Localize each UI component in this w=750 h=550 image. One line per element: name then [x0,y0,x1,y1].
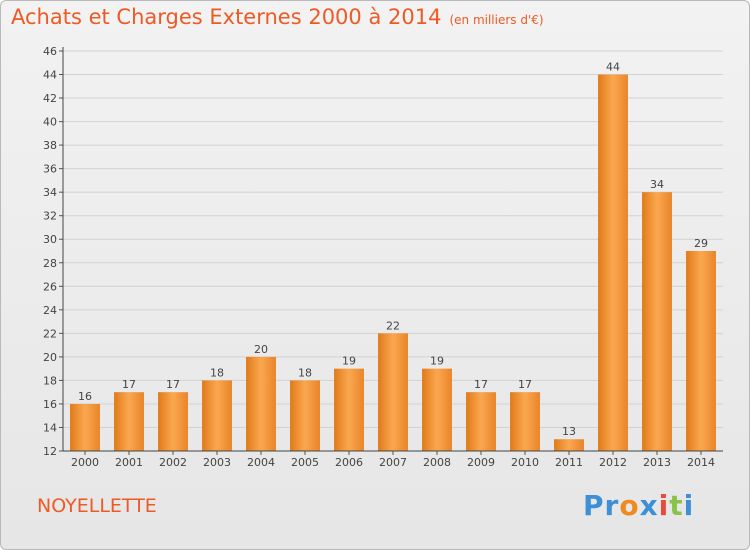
bar-value-label: 19 [430,355,444,368]
bar [510,392,540,451]
bar [686,251,716,451]
bar [158,392,188,451]
logo-letter: i [658,489,670,522]
bar [70,403,100,451]
commune-name: NOYELLETTE [37,495,157,517]
bars [70,74,716,452]
chart-subtitle: (en milliers d'€) [449,13,544,27]
y-tick-label: 42 [43,92,57,105]
y-tick-label: 28 [43,257,57,270]
y-tick-label: 38 [43,139,57,152]
y-tick-label: 24 [43,304,57,317]
bar-value-label: 17 [518,378,532,391]
bar-value-label: 13 [562,425,576,438]
y-tick-label: 12 [43,445,57,458]
bar [246,356,276,451]
x-tick-label: 2006 [335,456,363,469]
x-tick-label: 2005 [291,456,319,469]
x-tick-label: 2001 [115,456,143,469]
y-tick-label: 20 [43,351,57,364]
bar-value-label: 17 [474,378,488,391]
bar [598,74,628,451]
bar-value-label: 34 [650,178,664,191]
y-tick-label: 32 [43,210,57,223]
bar-value-label: 22 [386,319,400,332]
logo-letter: t [669,489,684,522]
bar-value-label: 17 [122,378,136,391]
y-tick-label: 26 [43,280,57,293]
bar [554,439,584,451]
bar-value-label: 16 [78,390,92,403]
y-tick-label: 36 [43,163,57,176]
logo-letter: o [619,489,640,522]
bar [202,380,232,451]
y-tick-label: 18 [43,374,57,387]
y-tick-label: 16 [43,398,57,411]
labels: 12 14 16 18 20 22 24 26 28 30 32 34 36 38 40 42 44 46 16 20… [43,45,715,469]
x-tick-label: 2009 [467,456,495,469]
bar-value-label: 29 [694,237,708,250]
bar [642,192,672,452]
x-tick-label: 2000 [71,456,99,469]
bar-value-label: 19 [342,355,356,368]
y-tick-label: 34 [43,186,57,199]
bar-value-label: 17 [166,378,180,391]
proxiti-logo: Proxiti [583,489,694,522]
bar [466,392,496,451]
x-tick-label: 2014 [687,456,715,469]
logo-letter: i [683,489,695,522]
bar [114,392,144,451]
bar-value-label: 44 [606,61,620,74]
x-tick-label: 2008 [423,456,451,469]
x-tick-label: 2013 [643,456,671,469]
logo-letter: r [604,489,620,522]
y-tick-label: 30 [43,233,57,246]
axes [59,47,723,455]
bar [422,368,452,451]
x-tick-label: 2007 [379,456,407,469]
chart-title: Achats et Charges Externes 2000 à 2014 (e… [11,5,544,29]
logo-letter: P [583,489,605,522]
bar [334,368,364,451]
bar-value-label: 18 [210,366,224,379]
y-tick-label: 40 [43,116,57,129]
logo-letter: x [639,489,659,522]
bar [290,380,320,451]
x-tick-label: 2004 [247,456,275,469]
y-tick-label: 46 [43,45,57,58]
x-tick-label: 2003 [203,456,231,469]
y-tick-label: 22 [43,327,57,340]
bar-chart: 12 14 16 18 20 22 24 26 28 30 32 34 36 38 40 42 44 46 16 20… [43,45,723,469]
bar [378,333,408,451]
chart-title-text: Achats et Charges Externes 2000 à 2014 [11,5,442,29]
bar-value-label: 18 [298,366,312,379]
y-tick-label: 14 [43,421,57,434]
x-tick-label: 2011 [555,456,583,469]
bar-value-label: 20 [254,343,268,356]
y-tick-label: 44 [43,69,57,82]
x-tick-label: 2002 [159,456,187,469]
x-tick-label: 2012 [599,456,627,469]
x-tick-label: 2010 [511,456,539,469]
